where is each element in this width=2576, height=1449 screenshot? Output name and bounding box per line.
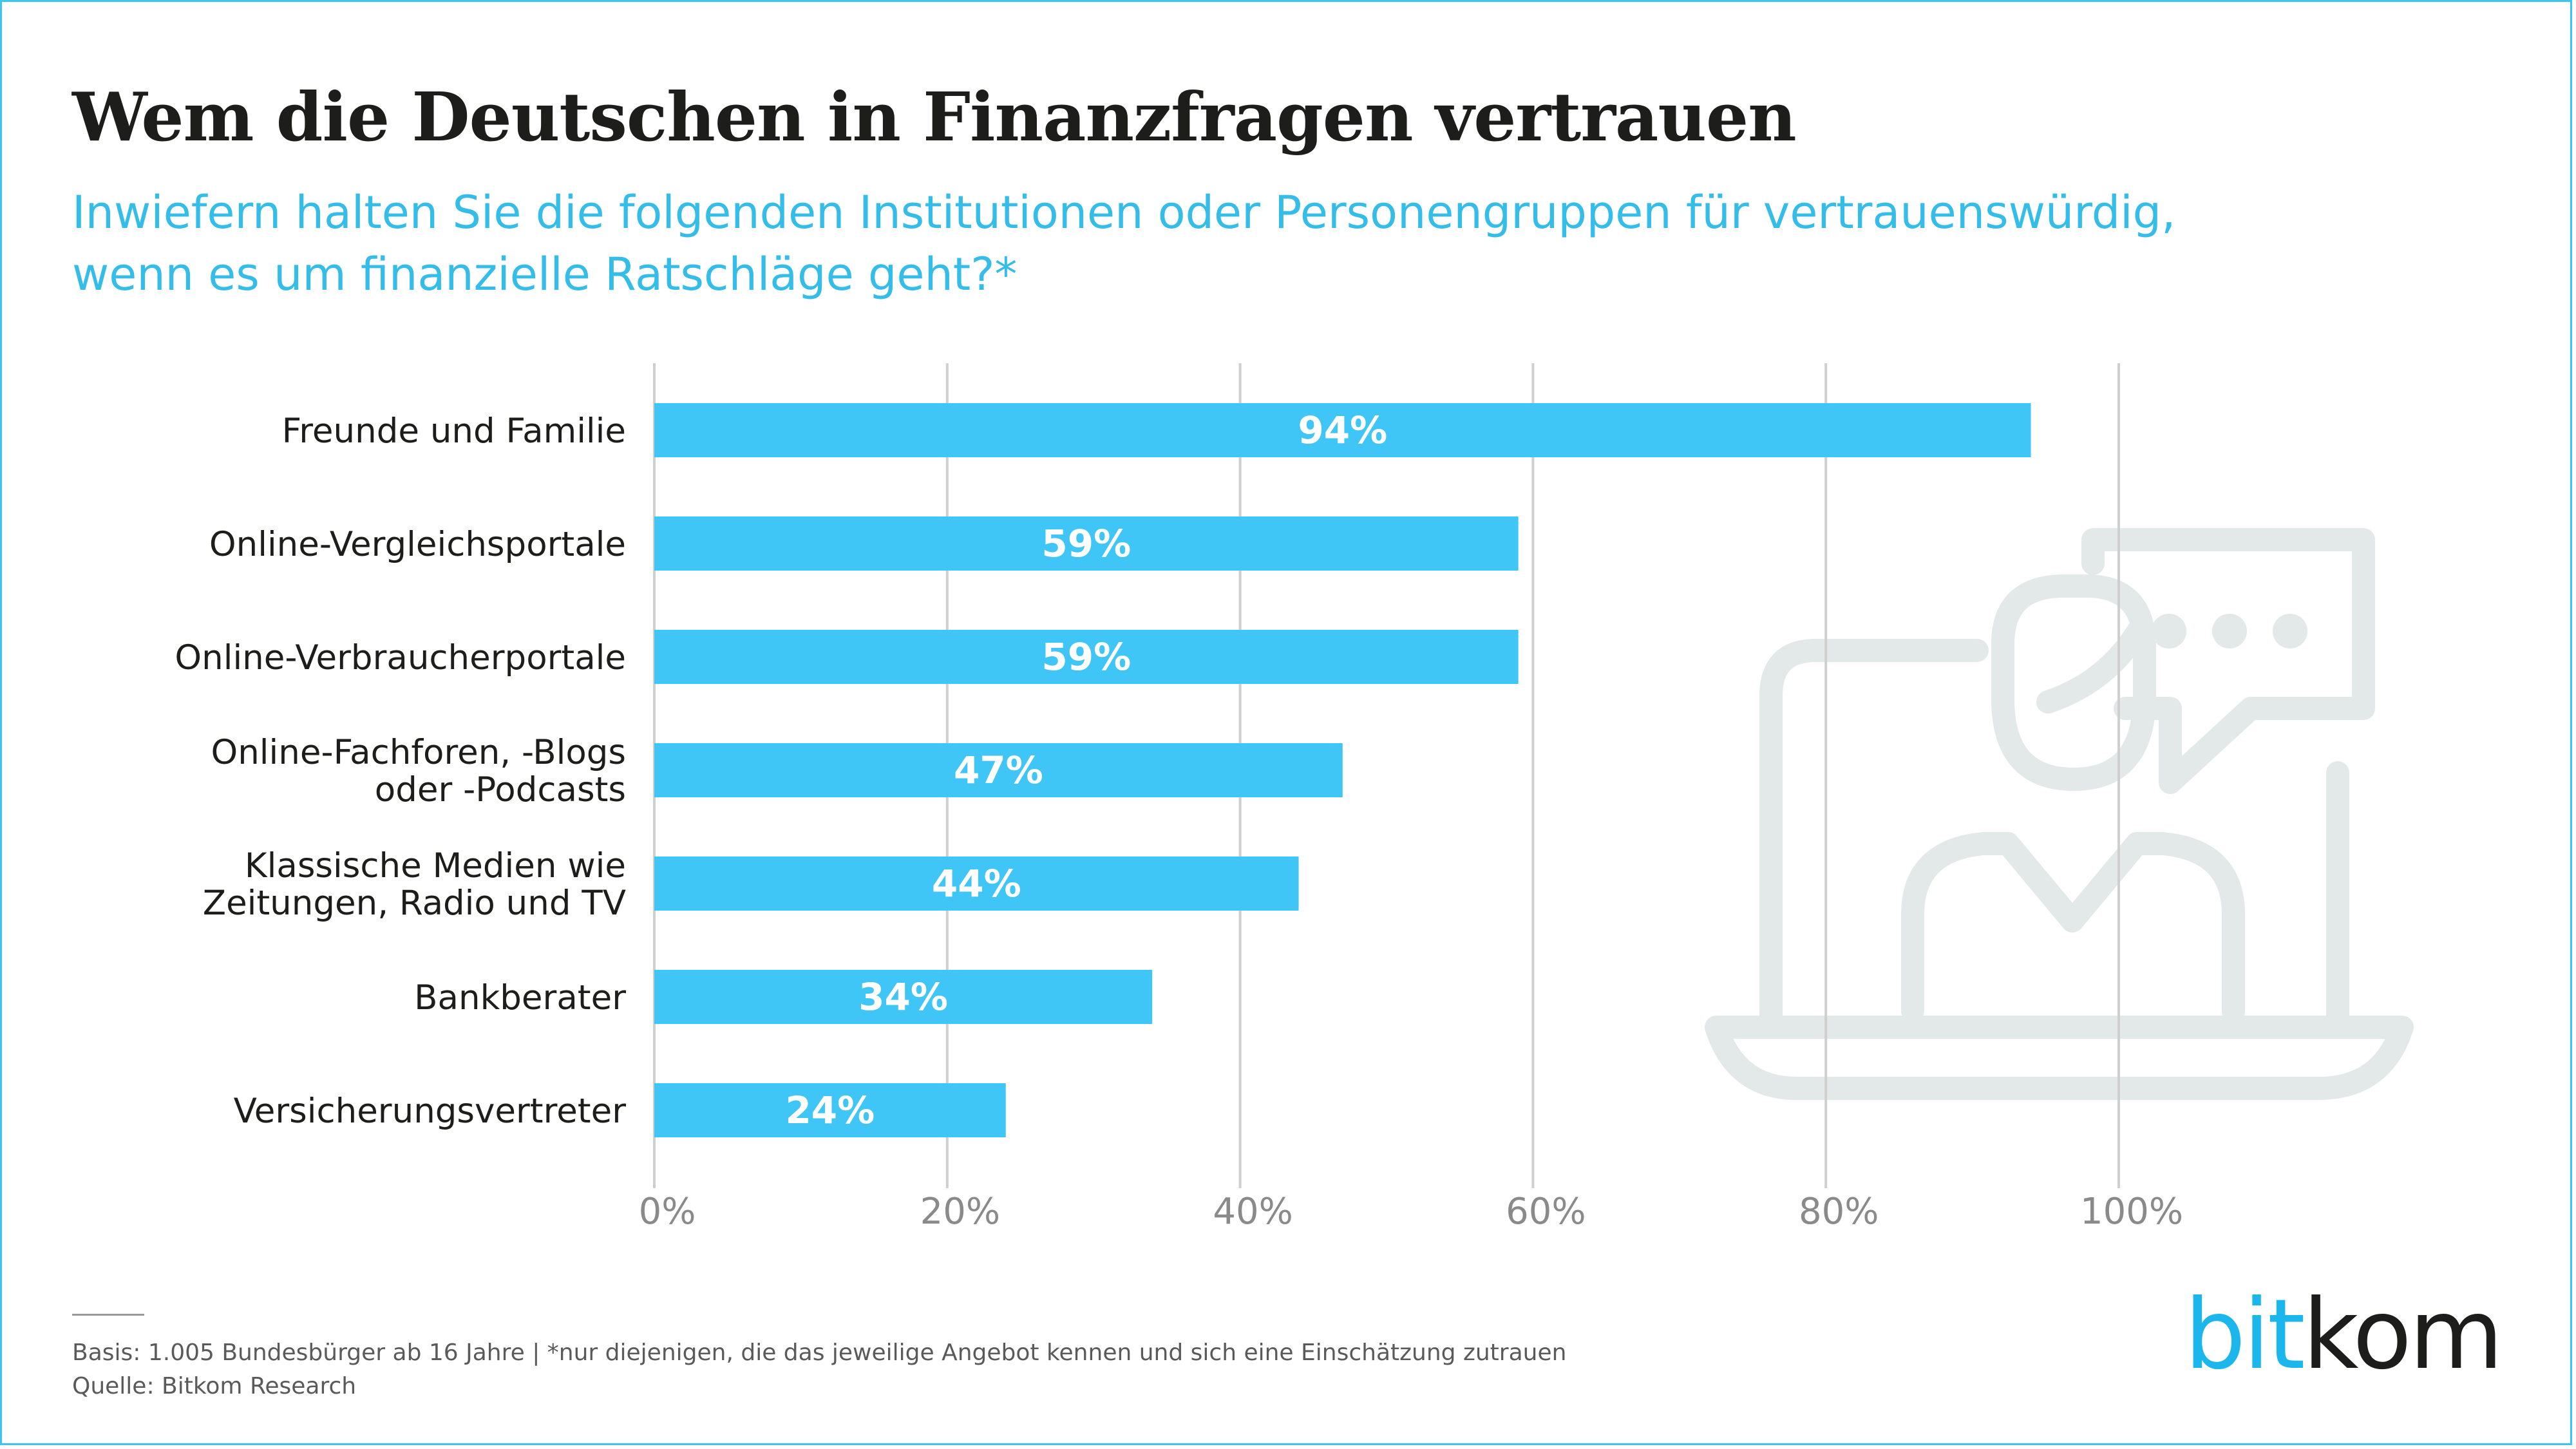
bar-value-label: 24%: [785, 1088, 875, 1132]
category-label-line: Bankberater: [414, 978, 626, 1018]
bar-value-label: 94%: [1298, 408, 1387, 452]
bar-value-label: 34%: [858, 975, 948, 1019]
person-laptop-icon: [1705, 528, 2414, 1100]
footnote-divider: [72, 1314, 144, 1316]
category-label-line: Freunde und Familie: [282, 412, 626, 451]
category-label: Online-Fachforen, -Blogs oder -Podcasts: [211, 733, 626, 810]
category-label-line: Zeitungen, Radio und TV: [203, 884, 626, 923]
bar: [654, 630, 1519, 684]
x-tick-label: 20%: [920, 1191, 1000, 1233]
category-label-line: Versicherungsvertreter: [234, 1092, 627, 1131]
bars: 94% 59% 59% 47% 44% 34% 24%: [654, 403, 2031, 1137]
category-label: Bankberater: [414, 978, 626, 1018]
bar-value-label: 59%: [1041, 635, 1131, 679]
category-label: Online-Vergleichsportale: [209, 525, 626, 564]
category-label-line: Klassische Medien wie: [245, 846, 626, 886]
category-label: Klassische Medien wie Zeitungen, Radio un…: [203, 846, 626, 923]
category-label: Freunde und Familie: [282, 412, 626, 451]
bar-value-label: 44%: [932, 862, 1021, 905]
bar: [654, 970, 1153, 1024]
footnote-basis: Basis: 1.005 Bundesbürger ab 16 Jahre | …: [72, 1340, 1567, 1366]
bar: [654, 403, 2031, 457]
footnote: Basis: 1.005 Bundesbürger ab 16 Jahre | …: [72, 1336, 1566, 1403]
x-tick-label: 0%: [639, 1191, 696, 1233]
x-tick-label: 60%: [1506, 1191, 1586, 1233]
logo-part-bit: bit: [2184, 1279, 2306, 1391]
category-label-line: Online-Fachforen, -Blogs: [211, 733, 626, 772]
category-label-line: Online-Verbraucherportale: [175, 638, 626, 677]
bar-chart: 94% 59% 59% 47% 44% 34% 24% Freunde und Famili…: [175, 363, 2183, 1233]
bar-value-label: 59%: [1041, 522, 1131, 565]
x-tick-label: 80%: [1799, 1191, 1879, 1233]
chart-subtitle: Inwiefern halten Sie die folgenden Insti…: [72, 186, 2176, 301]
x-axis-tick-labels: 0% 20% 40% 60% 80% 100%: [639, 1191, 2183, 1233]
x-tick-label: 40%: [1213, 1191, 1293, 1233]
x-tick-label: 100%: [2080, 1191, 2183, 1233]
category-label-line: Online-Vergleichsportale: [209, 525, 626, 564]
category-label-line: oder -Podcasts: [375, 770, 626, 810]
bitkom-logo: bitkom: [2184, 1287, 2503, 1383]
chart-title: Wem die Deutschen in Finanzfragen vertra…: [72, 77, 1797, 156]
bar: [654, 857, 1299, 911]
category-label: Versicherungsvertreter: [234, 1092, 627, 1131]
bar: [654, 743, 1343, 797]
bar: [654, 1083, 1006, 1137]
logo-part-kom: kom: [2302, 1279, 2503, 1391]
bar-value-label: 47%: [954, 748, 1043, 792]
bar: [654, 516, 1519, 571]
footnote-source: Quelle: Bitkom Research: [72, 1373, 357, 1399]
category-label: Online-Verbraucherportale: [175, 638, 626, 677]
category-labels: Freunde und Familie Online-Vergleichsport…: [175, 412, 626, 1131]
